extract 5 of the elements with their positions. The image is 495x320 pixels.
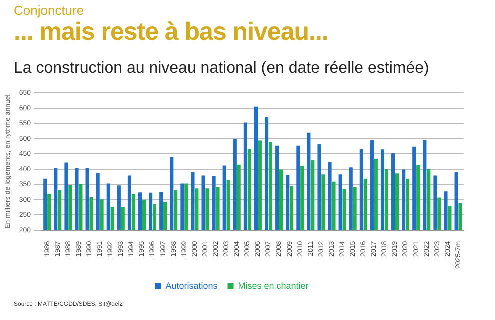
legend-label: Autorisations xyxy=(166,280,218,291)
chart-title: ... mais reste à bas niveau... xyxy=(14,18,328,47)
text: Conjoncture xyxy=(14,3,84,18)
chart-subtitle: La construction au niveau national (en date réelle estimée) xyxy=(14,60,430,78)
legend-label: Mises en chantier xyxy=(238,280,309,291)
